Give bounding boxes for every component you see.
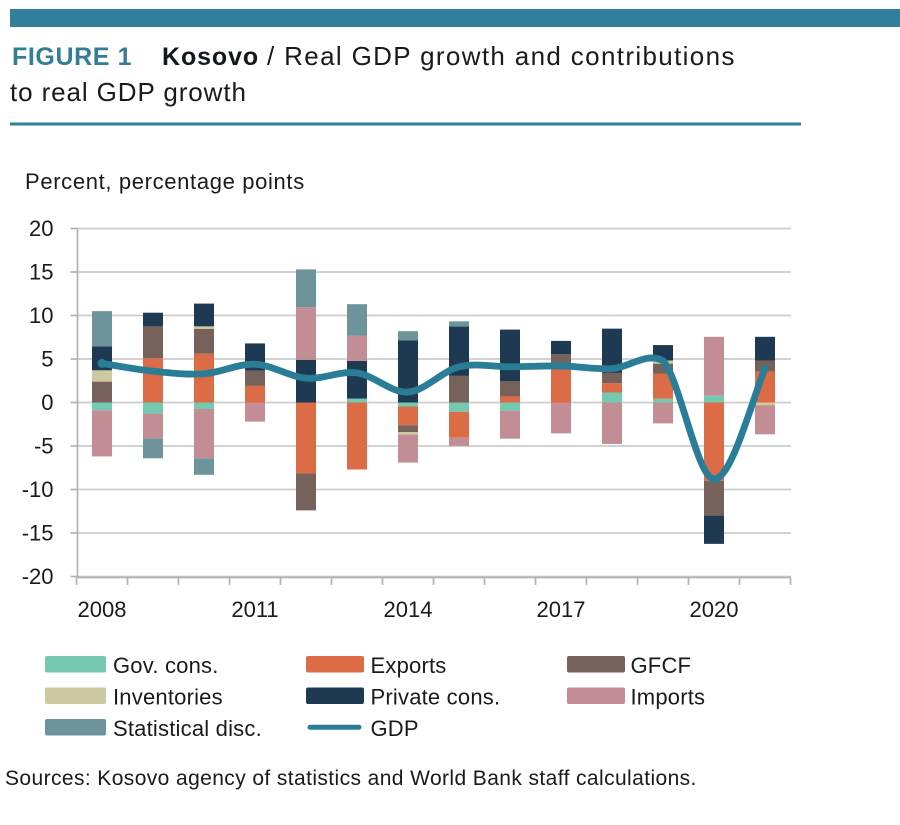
svg-text:0: 0 [41,390,53,415]
svg-text:2017: 2017 [537,597,586,622]
svg-text:20: 20 [29,216,53,241]
svg-text:2008: 2008 [78,597,127,622]
svg-text:-20: -20 [22,564,54,589]
svg-text:to real GDP growth: to real GDP growth [10,77,247,107]
svg-text:Statistical disc.: Statistical disc. [113,716,262,741]
svg-text:Gov. cons.: Gov. cons. [113,653,219,678]
svg-text:Imports: Imports [631,685,706,710]
svg-text:Kosovo: Kosovo [162,43,259,71]
svg-text:-5: -5 [34,434,54,459]
svg-text:2014: 2014 [384,597,433,622]
svg-text:10: 10 [29,303,53,328]
svg-text:2020: 2020 [690,597,739,622]
svg-text:-10: -10 [22,477,54,502]
svg-text:/ Real GDP growth and contribu: / Real GDP growth and contributions [267,41,736,71]
svg-text:Sources: Kosovo agency of stat: Sources: Kosovo agency of statistics and… [5,767,697,790]
svg-text:GDP: GDP [371,716,419,741]
svg-text:Private cons.: Private cons. [371,685,501,710]
svg-text:GFCF: GFCF [631,653,692,678]
svg-text:FIGURE 1: FIGURE 1 [12,43,132,71]
svg-text:5: 5 [41,347,53,372]
svg-text:Inventories: Inventories [113,685,223,710]
svg-text:Exports: Exports [371,653,447,678]
svg-text:2011: 2011 [231,597,278,622]
svg-text:Percent, percentage points: Percent, percentage points [25,169,305,194]
svg-text:-15: -15 [22,521,54,546]
svg-text:15: 15 [29,260,53,285]
